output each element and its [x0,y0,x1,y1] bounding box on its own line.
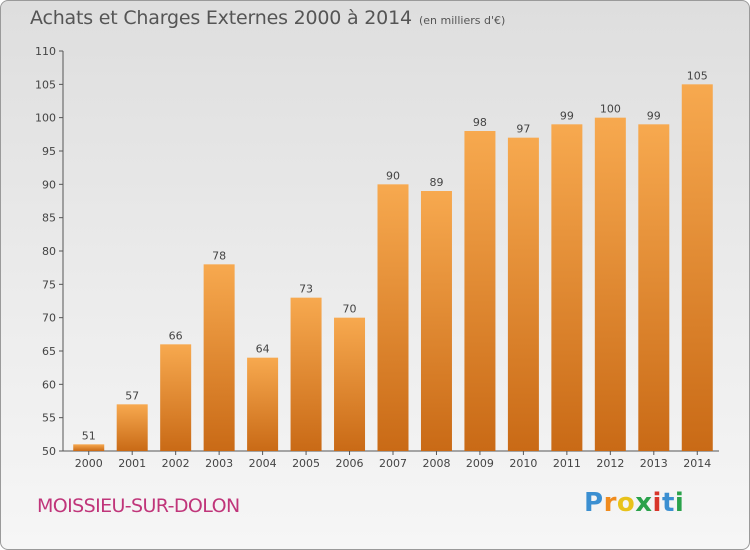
data-label: 105 [687,69,708,82]
data-label: 90 [386,169,400,182]
data-label: 51 [82,429,96,442]
data-label: 57 [125,389,139,402]
logo-letter: P [584,488,604,518]
bar [290,297,322,451]
bar [377,184,409,452]
proxiti-logo: Proxiti [584,488,684,518]
bar [507,137,539,451]
y-tick-label: 60 [42,378,56,391]
chart-subtitle: (en milliers d'€) [419,14,506,27]
logo-letter: t [661,488,675,518]
y-tick-label: 75 [42,278,56,291]
y-tick-label: 95 [42,145,56,158]
logo-letter: i [674,488,685,518]
x-tick-label: 2013 [640,457,668,470]
x-tick-label: 2004 [249,457,277,470]
y-tick-label: 110 [35,45,56,58]
data-label: 100 [600,103,621,116]
chart-title: Achats et Charges Externes 2000 à 2014 [30,7,412,29]
y-tick-label: 50 [42,445,56,458]
x-tick-label: 2011 [553,457,581,470]
bar [203,264,235,451]
bar [73,444,105,451]
x-tick-label: 2008 [422,457,450,470]
x-tick-label: 2000 [75,457,103,470]
x-tick-label: 2010 [509,457,537,470]
x-tick-label: 2006 [336,457,364,470]
data-label: 70 [343,303,357,316]
data-label: 78 [212,249,226,262]
data-label: 99 [560,109,574,122]
data-label: 98 [473,116,487,129]
logo-letter: i [652,488,662,518]
bar [681,84,713,451]
logo-letter: r [603,488,617,518]
bar [247,357,279,451]
bar [116,404,148,451]
bar [464,131,496,451]
logo-letter: o [616,488,636,518]
x-tick-label: 2012 [596,457,624,470]
x-tick-label: 2007 [379,457,407,470]
data-labels: 51 57 66 78 64 73 70 90 89 98 97 99 100 99 105 [82,69,708,442]
x-tick-label: 2014 [683,457,711,470]
commune-name: MOISSIEU-SUR-DOLON [37,495,240,517]
y-tick-label: 80 [42,245,56,258]
data-label: 99 [647,109,661,122]
bar [420,191,452,451]
y-tick-label: 65 [42,345,56,358]
logo-letter: x [635,488,653,518]
x-tick-label: 2003 [205,457,233,470]
x-tick-label: 2002 [162,457,190,470]
y-tick-label: 55 [42,412,56,425]
bar [638,124,670,451]
y-tick-label: 85 [42,212,56,225]
bar [551,124,583,451]
data-label: 66 [169,329,183,342]
y-tick-label: 100 [35,112,56,125]
x-tick-label: 2009 [466,457,494,470]
x-tick-label: 2005 [292,457,320,470]
data-label: 89 [429,176,443,189]
bar [334,317,366,451]
y-tick-label: 105 [35,78,56,91]
y-tick-label: 70 [42,312,56,325]
bars [73,84,713,452]
data-label: 97 [516,123,530,136]
bar [160,344,192,451]
bar [594,117,626,452]
data-label: 73 [299,283,313,296]
data-label: 64 [256,343,270,356]
x-tick-label: 2001 [118,457,146,470]
y-tick-label: 90 [42,178,56,191]
